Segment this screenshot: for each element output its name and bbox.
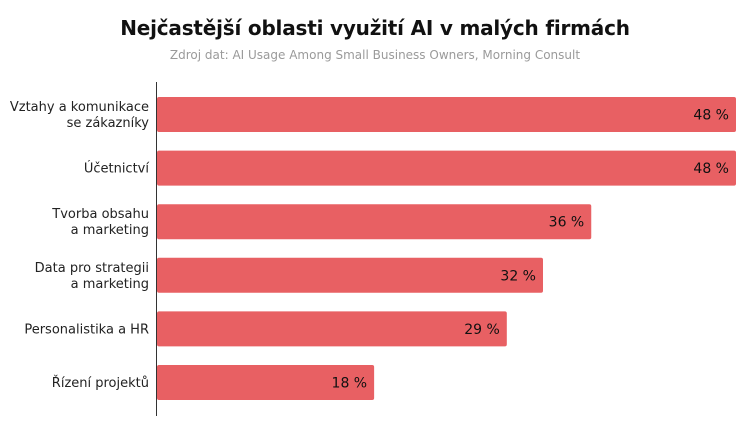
chart-title: Nejčastější oblasti využití AI v malých …	[120, 16, 630, 40]
bar-value-label-2: 36 %	[549, 215, 585, 231]
category-label-line: Personalistika a HR	[24, 322, 149, 337]
bar-3	[157, 257, 543, 293]
category-label-5: Řízení projektů	[52, 375, 149, 391]
bar-4	[157, 311, 507, 347]
category-label-line: a marketing	[71, 223, 149, 238]
category-label-line: a marketing	[71, 277, 149, 292]
category-label-line: se zákazníky	[67, 116, 150, 131]
category-label-3: Data pro strategii a marketing	[35, 261, 149, 292]
bar-1	[157, 150, 736, 186]
chart-subtitle: Zdroj dat: AI Usage Among Small Business…	[169, 48, 581, 62]
category-label-1: Účetnictví	[84, 161, 150, 177]
category-label-2: Tvorba obsahu a marketing	[51, 207, 149, 238]
bars-layer: 48 % Vztahy a komunikace se zákazníky 48 % Ú…	[10, 97, 736, 400]
category-label-0: Vztahy a komunikace se zákazníky	[10, 100, 149, 131]
bar-value-label-0: 48 %	[693, 108, 729, 124]
bar-0	[157, 97, 736, 132]
category-label-4: Personalistika a HR	[24, 322, 149, 337]
bar-5	[157, 365, 375, 400]
bar-value-label-5: 18 %	[332, 376, 368, 392]
category-label-line: Řízení projektů	[52, 375, 149, 391]
bar-2	[157, 204, 592, 240]
category-label-line: Data pro strategii	[35, 261, 149, 276]
bar-value-label-3: 32 %	[500, 268, 536, 284]
bar-value-label-4: 29 %	[464, 322, 500, 338]
category-label-line: Vztahy a komunikace	[10, 100, 149, 115]
bar-value-label-1: 48 %	[693, 161, 729, 177]
category-label-line: Účetnictví	[84, 161, 150, 177]
category-label-line: Tvorba obsahu	[51, 207, 149, 222]
